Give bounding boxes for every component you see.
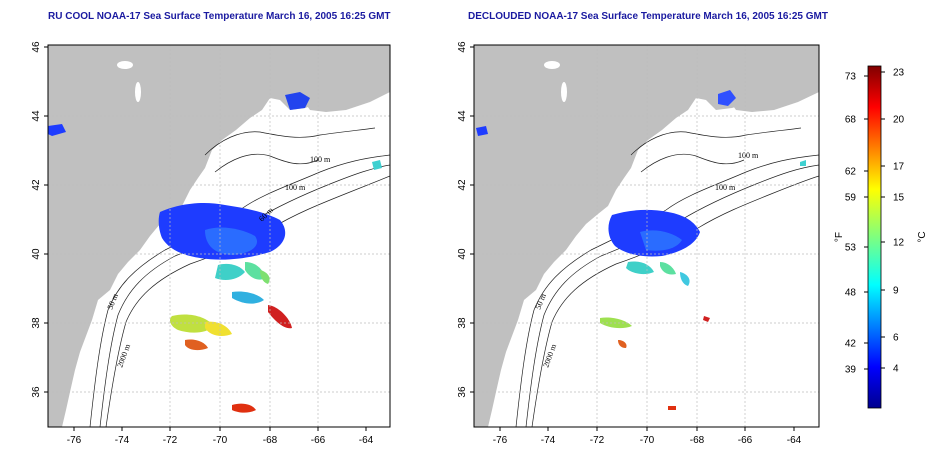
x-tick-label: -76 xyxy=(493,435,508,446)
x-tick-label: -66 xyxy=(738,435,753,446)
x-tick-label: -74 xyxy=(541,435,556,446)
right-contour-label: 100 m xyxy=(738,151,759,160)
y-tick-label: 42 xyxy=(31,179,42,191)
y-tick-label: 44 xyxy=(31,110,42,122)
x-tick-label: -64 xyxy=(787,435,802,446)
colorbar-c-tick-label: 17 xyxy=(893,162,905,173)
colorbar-fahrenheit-label: °F xyxy=(834,232,845,242)
y-tick-label: 42 xyxy=(457,179,468,191)
colorbar-f-tick-label: 68 xyxy=(845,115,857,126)
colorbar-c-tick-label: 4 xyxy=(893,364,899,375)
left-contour-label: 100 m xyxy=(285,183,306,192)
x-tick-label: -76 xyxy=(67,435,82,446)
y-tick-label: 40 xyxy=(31,248,42,260)
right-gridlines xyxy=(474,45,819,427)
y-tick-label: 46 xyxy=(457,41,468,53)
right-nova-scotia xyxy=(726,66,819,112)
x-tick-label: -66 xyxy=(311,435,326,446)
x-tick-label: -70 xyxy=(213,435,228,446)
left-lake xyxy=(117,61,133,69)
colorbar-celsius-label: °C xyxy=(917,231,928,242)
x-tick-label: -74 xyxy=(115,435,130,446)
colorbar-f-tick-label: 62 xyxy=(845,167,857,178)
colorbar-f-tick-label: 39 xyxy=(845,365,857,376)
colorbar-f-tick-label: 53 xyxy=(845,243,857,254)
colorbar-f-tick-label: 42 xyxy=(845,339,857,350)
left-map-title: RU COOL NOAA-17 Sea Surface Temperature … xyxy=(48,11,391,22)
left-map-frame xyxy=(47,44,391,428)
colorbar xyxy=(867,65,882,409)
x-tick-label: -64 xyxy=(359,435,374,446)
y-tick-label: 38 xyxy=(31,317,42,329)
x-tick-label: -72 xyxy=(163,435,178,446)
y-tick-label: 36 xyxy=(457,386,468,398)
right-land xyxy=(474,45,819,427)
x-tick-label: -68 xyxy=(690,435,705,446)
left-land xyxy=(48,45,390,427)
right-lake xyxy=(561,82,567,102)
right-map-title: DECLOUDED NOAA-17 Sea Surface Temperatur… xyxy=(468,11,828,22)
left-nova-scotia xyxy=(300,66,390,112)
colorbar-c-tick-label: 23 xyxy=(893,68,905,79)
left-lake xyxy=(135,82,141,102)
right-contour-label: 100 m xyxy=(715,183,736,192)
left-gridlines xyxy=(48,45,390,427)
right-map-body: 100 m 100 m 50 m 2000 m xyxy=(474,45,819,427)
y-tick-label: 38 xyxy=(457,317,468,329)
colorbar-ticks: 73 68 62 59 53 48 42 39 23 20 17 15 12 9 6 4 xyxy=(845,68,905,376)
x-tick-label: -68 xyxy=(263,435,278,446)
x-tick-label: -72 xyxy=(590,435,605,446)
colorbar-c-tick-label: 12 xyxy=(893,238,905,249)
colorbar-f-tick-label: 59 xyxy=(845,193,857,204)
colorbar-c-tick-label: 6 xyxy=(893,333,899,344)
left-contour-label: 100 m xyxy=(310,155,331,164)
y-tick-label: 36 xyxy=(31,386,42,398)
y-tick-label: 46 xyxy=(31,41,42,53)
y-tick-label: 40 xyxy=(457,248,468,260)
colorbar-f-tick-label: 73 xyxy=(845,72,857,83)
colorbar-c-tick-label: 15 xyxy=(893,193,905,204)
left-map-body: 100 m 100 m 50 m 2000 m 60 m xyxy=(48,45,390,427)
x-tick-label: -70 xyxy=(640,435,655,446)
colorbar-f-tick-label: 48 xyxy=(845,288,857,299)
axis-ticks: -76 -74 -72 -70 -68 -66 -64 36 38 40 42 44 46 -76 -74 -… xyxy=(31,41,802,446)
right-lake xyxy=(544,61,560,69)
y-tick-label: 44 xyxy=(457,110,468,122)
right-sst-data xyxy=(476,90,806,410)
colorbar-c-tick-label: 9 xyxy=(893,286,899,297)
left-sst-data xyxy=(48,92,382,413)
colorbar-c-tick-label: 20 xyxy=(893,115,905,126)
